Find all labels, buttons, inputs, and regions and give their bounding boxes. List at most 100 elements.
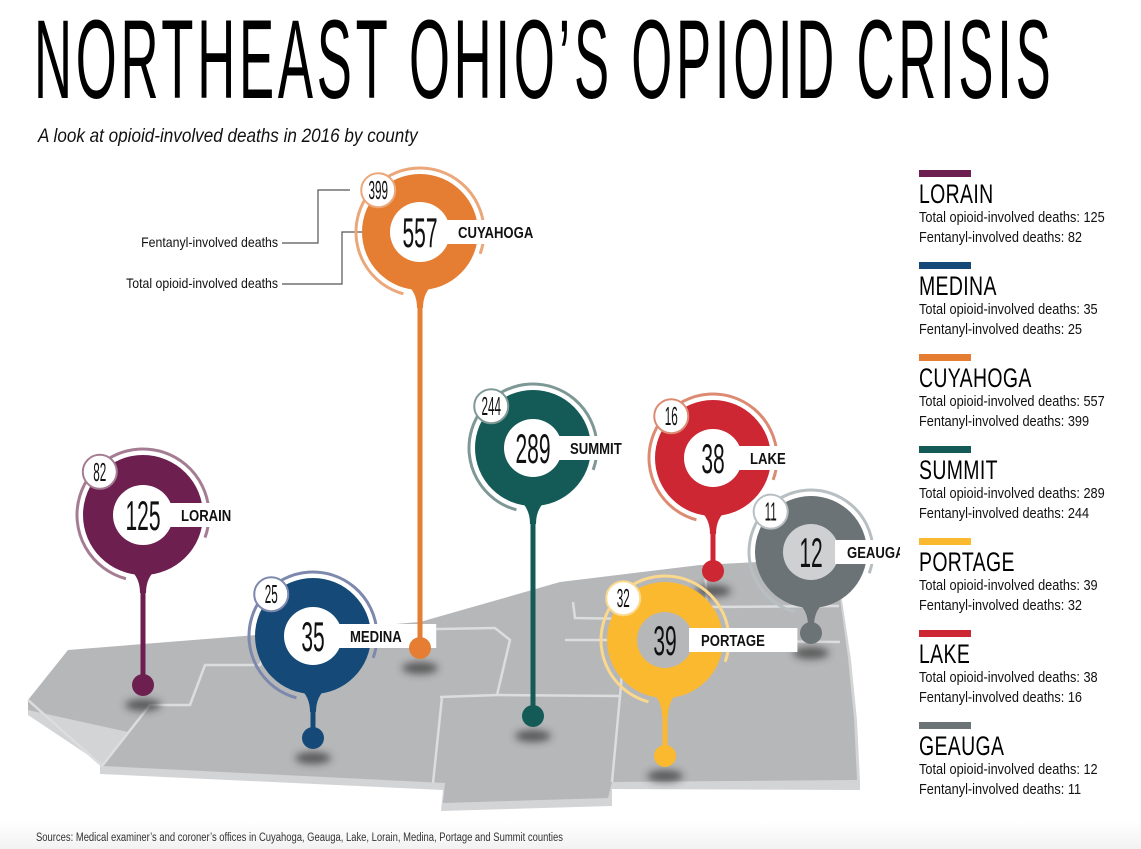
source-note: Sources: Medical examiner’s and coroner’…	[36, 832, 563, 844]
fentanyl-ring-arc	[747, 488, 875, 614]
pin-neck	[129, 569, 157, 593]
pin-shadow	[295, 752, 331, 764]
page-subtitle: A look at opioid-involved deaths in 2016…	[38, 126, 418, 147]
legend-item-cuyahoga: CUYAHOGA Total opioid-involved deaths: 5…	[919, 354, 1141, 446]
pin-neck	[699, 510, 727, 534]
pin-hole	[684, 429, 742, 487]
legend: LORAIN Total opioid-involved deaths: 125…	[919, 170, 1141, 814]
pin-stem	[662, 692, 668, 756]
legend-fentanyl: Fentanyl-involved deaths: 82	[919, 229, 1083, 246]
pin-hole	[390, 202, 450, 262]
legend-total: Total opioid-involved deaths: 38	[919, 669, 1098, 686]
pin-lake: 38 LAKE 16	[647, 392, 818, 582]
county-name-label: SUMMIT	[570, 441, 622, 458]
pin-tip	[132, 674, 154, 696]
legend-item-summit: SUMMIT Total opioid-involved deaths: 289…	[919, 446, 1141, 538]
legend-county-name: PORTAGE	[919, 547, 1015, 577]
county-name-label: GEAUGA	[847, 545, 900, 562]
total-annotation-label: Total opioid-involved deaths	[126, 275, 278, 291]
pin-stem	[530, 500, 536, 716]
pin-neck	[406, 284, 434, 308]
fentanyl-deaths-value: 32	[617, 585, 630, 613]
fentanyl-ring-arc	[354, 166, 486, 296]
pin-shadow	[402, 662, 438, 674]
county-label-band	[446, 220, 562, 244]
fentanyl-bubble	[605, 580, 642, 617]
legend-total: Total opioid-involved deaths: 289	[919, 485, 1105, 502]
fentanyl-deaths-value: 11	[765, 499, 777, 527]
fentanyl-deaths-value: 244	[481, 393, 501, 421]
page-title: NORTHEAST OHIO’S OPIOID CRISIS	[34, 0, 1055, 122]
pin-cuyahoga: 557 CUYAHOGA 399	[354, 166, 562, 659]
legend-county-name: LORAIN	[919, 179, 994, 209]
pin-hole	[783, 524, 839, 580]
pin-tip	[522, 705, 544, 727]
fentanyl-deaths-value: 25	[265, 581, 278, 609]
pin-shadow	[125, 699, 161, 711]
total-deaths-value: 289	[515, 426, 550, 473]
county-label-band	[738, 446, 818, 470]
fentanyl-ring-arc	[599, 574, 731, 704]
total-deaths-value: 12	[799, 530, 822, 577]
total-deaths-value: 38	[701, 436, 724, 483]
legend-county-name: MEDINA	[919, 271, 997, 301]
legend-total: Total opioid-involved deaths: 35	[919, 301, 1098, 318]
legend-item-portage: PORTAGE Total opioid-involved deaths: 39…	[919, 538, 1141, 630]
legend-swatch	[919, 170, 971, 177]
legend-fentanyl: Fentanyl-involved deaths: 16	[919, 689, 1083, 706]
fentanyl-bubble	[653, 398, 690, 435]
county-label-band	[835, 540, 900, 564]
legend-fentanyl: Fentanyl-involved deaths: 25	[919, 321, 1083, 338]
legend-swatch	[919, 262, 971, 269]
fentanyl-bubble	[253, 576, 290, 613]
fentanyl-bubble	[473, 388, 510, 425]
county-name-label: LAKE	[750, 451, 786, 468]
pin-stem	[310, 688, 316, 738]
pin-stem	[140, 569, 146, 685]
fentanyl-deaths-value: 82	[93, 459, 106, 487]
legend-swatch	[919, 354, 971, 361]
county-label-band	[558, 436, 657, 460]
legend-swatch	[919, 630, 971, 637]
pin-hole	[284, 607, 342, 665]
pin-tip	[702, 560, 724, 582]
pin-neck	[519, 500, 547, 524]
county-name-label: PORTAGE	[701, 633, 765, 650]
pin-neck	[651, 692, 679, 716]
legend-fentanyl: Fentanyl-involved deaths: 32	[919, 597, 1083, 614]
pin-neck	[299, 688, 327, 712]
total-deaths-value: 35	[301, 614, 324, 661]
county-name-label: MEDINA	[350, 629, 402, 646]
legend-swatch	[919, 538, 971, 545]
footer: Sources: Medical examiner’s and coroner’…	[0, 822, 1141, 849]
fentanyl-bubble	[81, 453, 118, 490]
legend-fentanyl: Fentanyl-involved deaths: 11	[919, 781, 1082, 798]
pin-hole	[504, 419, 562, 477]
pin-summit: 289 SUMMIT 244	[467, 382, 657, 727]
legend-item-lorain: LORAIN Total opioid-involved deaths: 125…	[919, 170, 1141, 262]
legend-county-name: SUMMIT	[919, 455, 998, 485]
pin-geauga: 12 GEAUGA 11	[747, 488, 900, 644]
legend-total: Total opioid-involved deaths: 39	[919, 577, 1098, 594]
pin-tip	[654, 745, 676, 767]
pin-shadow	[647, 770, 683, 782]
fentanyl-deaths-value: 16	[665, 403, 678, 431]
fentanyl-ring-arc	[75, 447, 211, 581]
pin-tip	[800, 622, 822, 644]
legend-county-name: GEAUGA	[919, 731, 1005, 761]
pin-neck	[797, 602, 825, 626]
legend-swatch	[919, 722, 971, 729]
pin-stem	[417, 284, 423, 648]
pin-hole	[113, 485, 173, 545]
total-deaths-value: 39	[653, 618, 676, 665]
pin-medina: 35 MEDINA 25	[247, 570, 437, 749]
legend-fentanyl: Fentanyl-involved deaths: 244	[919, 505, 1090, 522]
pin-stem	[710, 510, 716, 571]
total-deaths-value: 557	[402, 210, 437, 257]
pin-portage: 39 PORTAGE 32	[599, 574, 798, 767]
fentanyl-guide-line	[282, 189, 350, 244]
legend-total: Total opioid-involved deaths: 12	[919, 761, 1098, 778]
legend-total: Total opioid-involved deaths: 557	[919, 393, 1105, 410]
county-name-label: LORAIN	[181, 508, 231, 525]
county-label-band	[689, 628, 798, 652]
